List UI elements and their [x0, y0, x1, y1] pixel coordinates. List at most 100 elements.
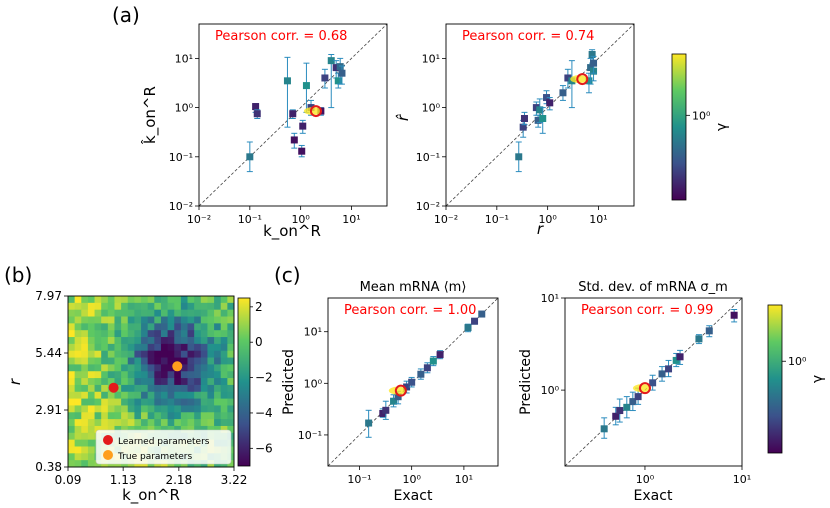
heatmap-cell: [207, 405, 215, 413]
heatmap-cell: [167, 391, 175, 399]
heatmap-cell: [214, 371, 222, 379]
heatmap-cell: [180, 384, 188, 393]
heatmap-cell: [207, 350, 215, 358]
heatmap-cell: [134, 296, 142, 304]
heatmap-cell: [134, 357, 142, 365]
heatmap-cell: [187, 371, 195, 379]
heatmap-cell: [81, 302, 89, 311]
heatmap-cell: [127, 337, 135, 345]
heatmap-cell: [207, 316, 215, 324]
heatmap-cell: [227, 412, 235, 420]
data-point: [332, 64, 340, 72]
data-point: [616, 407, 624, 415]
heatmap-cell: [101, 302, 109, 311]
data-point: [403, 383, 411, 391]
heatmap-cell: [167, 364, 175, 372]
colorbar-tick-label: −6: [255, 441, 273, 455]
heatmap-cell: [200, 330, 208, 338]
heatmap-cell: [87, 296, 95, 304]
heatmap-cell: [114, 364, 122, 372]
heatmap-cell: [180, 296, 188, 304]
heatmap-cell: [167, 378, 175, 386]
heatmap-cell: [167, 343, 175, 352]
heatmap-cell: [207, 398, 215, 406]
y-tick-label: 10⁰: [541, 384, 560, 397]
plot-frame: [327, 297, 499, 467]
heatmap-cell: [101, 309, 109, 317]
heatmap-cell: [214, 337, 222, 345]
heatmap-cell: [227, 337, 235, 345]
heatmap-cell: [107, 398, 115, 406]
heatmap-cell: [194, 364, 202, 372]
heatmap-cell: [94, 337, 102, 345]
highlight-glow: [632, 384, 651, 393]
heatmap-cell: [101, 425, 109, 434]
y-tick-label: 10¹: [175, 52, 193, 65]
heatmap-cell: [220, 350, 228, 358]
heatmap-cell: [200, 323, 208, 331]
x-tick-label: 10⁻¹: [347, 473, 371, 486]
heatmap-cell: [214, 302, 222, 311]
heatmap-cell: [187, 302, 195, 311]
heatmap-cell: [160, 343, 168, 352]
heatmap-cell: [121, 398, 129, 406]
heatmap-cell: [174, 419, 182, 427]
data-point: [394, 393, 402, 401]
y-axis-label: Predicted: [281, 349, 297, 415]
heatmap-cell: [107, 330, 115, 338]
heatmap-cell: [200, 309, 208, 317]
heatmap-cell: [200, 405, 208, 413]
heatmap-cell: [187, 412, 195, 420]
heatmap-cell: [187, 364, 195, 372]
heatmap-cell: [147, 337, 155, 345]
heatmap-cell: [154, 296, 162, 304]
heatmap-cell: [68, 398, 76, 406]
heatmap-cell: [87, 398, 95, 406]
heatmap-cell: [114, 350, 122, 358]
heatmap-cell: [74, 364, 82, 372]
heatmap-cell: [160, 391, 168, 399]
heatmap-cell: [154, 384, 162, 393]
heatmap-cell: [214, 357, 222, 365]
data-point: [246, 153, 254, 161]
heatmap-cell: [127, 398, 135, 406]
heatmap-cell: [187, 316, 195, 324]
data-point: [290, 136, 298, 144]
heatmap-cell: [74, 446, 82, 454]
heatmap-cell: [227, 405, 235, 413]
heatmap-cell: [74, 350, 82, 358]
heatmap-cell: [101, 350, 109, 358]
heatmap-cell: [87, 337, 95, 345]
y-tick-label: 10⁻²: [169, 200, 193, 213]
heatmap-cell: [227, 419, 235, 427]
colorbar-gradient: [237, 297, 251, 467]
heatmap-cell: [187, 330, 195, 338]
heatmap-cell: [187, 405, 195, 413]
heatmap-cell: [227, 330, 235, 338]
heatmap-cell: [154, 378, 162, 386]
data-point: [429, 357, 437, 365]
heatmap-cell: [214, 364, 222, 372]
heatmap-cell: [207, 337, 215, 345]
y-tick-label: 10⁰: [175, 102, 194, 115]
heatmap-cell: [141, 364, 149, 372]
heatmap-cell: [94, 412, 102, 420]
heatmap-cell: [200, 384, 208, 393]
heatmap-cell: [174, 371, 182, 379]
heatmap-cell: [121, 405, 129, 413]
heatmap-cell: [127, 378, 135, 386]
panel-label-b: (b): [4, 263, 32, 287]
heatmap-cell: [141, 371, 149, 379]
heatmap-cell: [141, 316, 149, 324]
data-point: [327, 57, 335, 65]
heatmap-cell: [101, 405, 109, 413]
heatmap-cell: [121, 357, 129, 365]
heatmap-cell: [107, 357, 115, 365]
data-point: [515, 153, 523, 161]
heatmap-cell: [107, 302, 115, 311]
heatmap-cell: [87, 446, 95, 454]
heatmap-cell: [174, 350, 182, 358]
heatmap-cell: [87, 412, 95, 420]
heatmap-cell: [121, 316, 129, 324]
x-tick-label: 10⁰: [538, 213, 557, 226]
